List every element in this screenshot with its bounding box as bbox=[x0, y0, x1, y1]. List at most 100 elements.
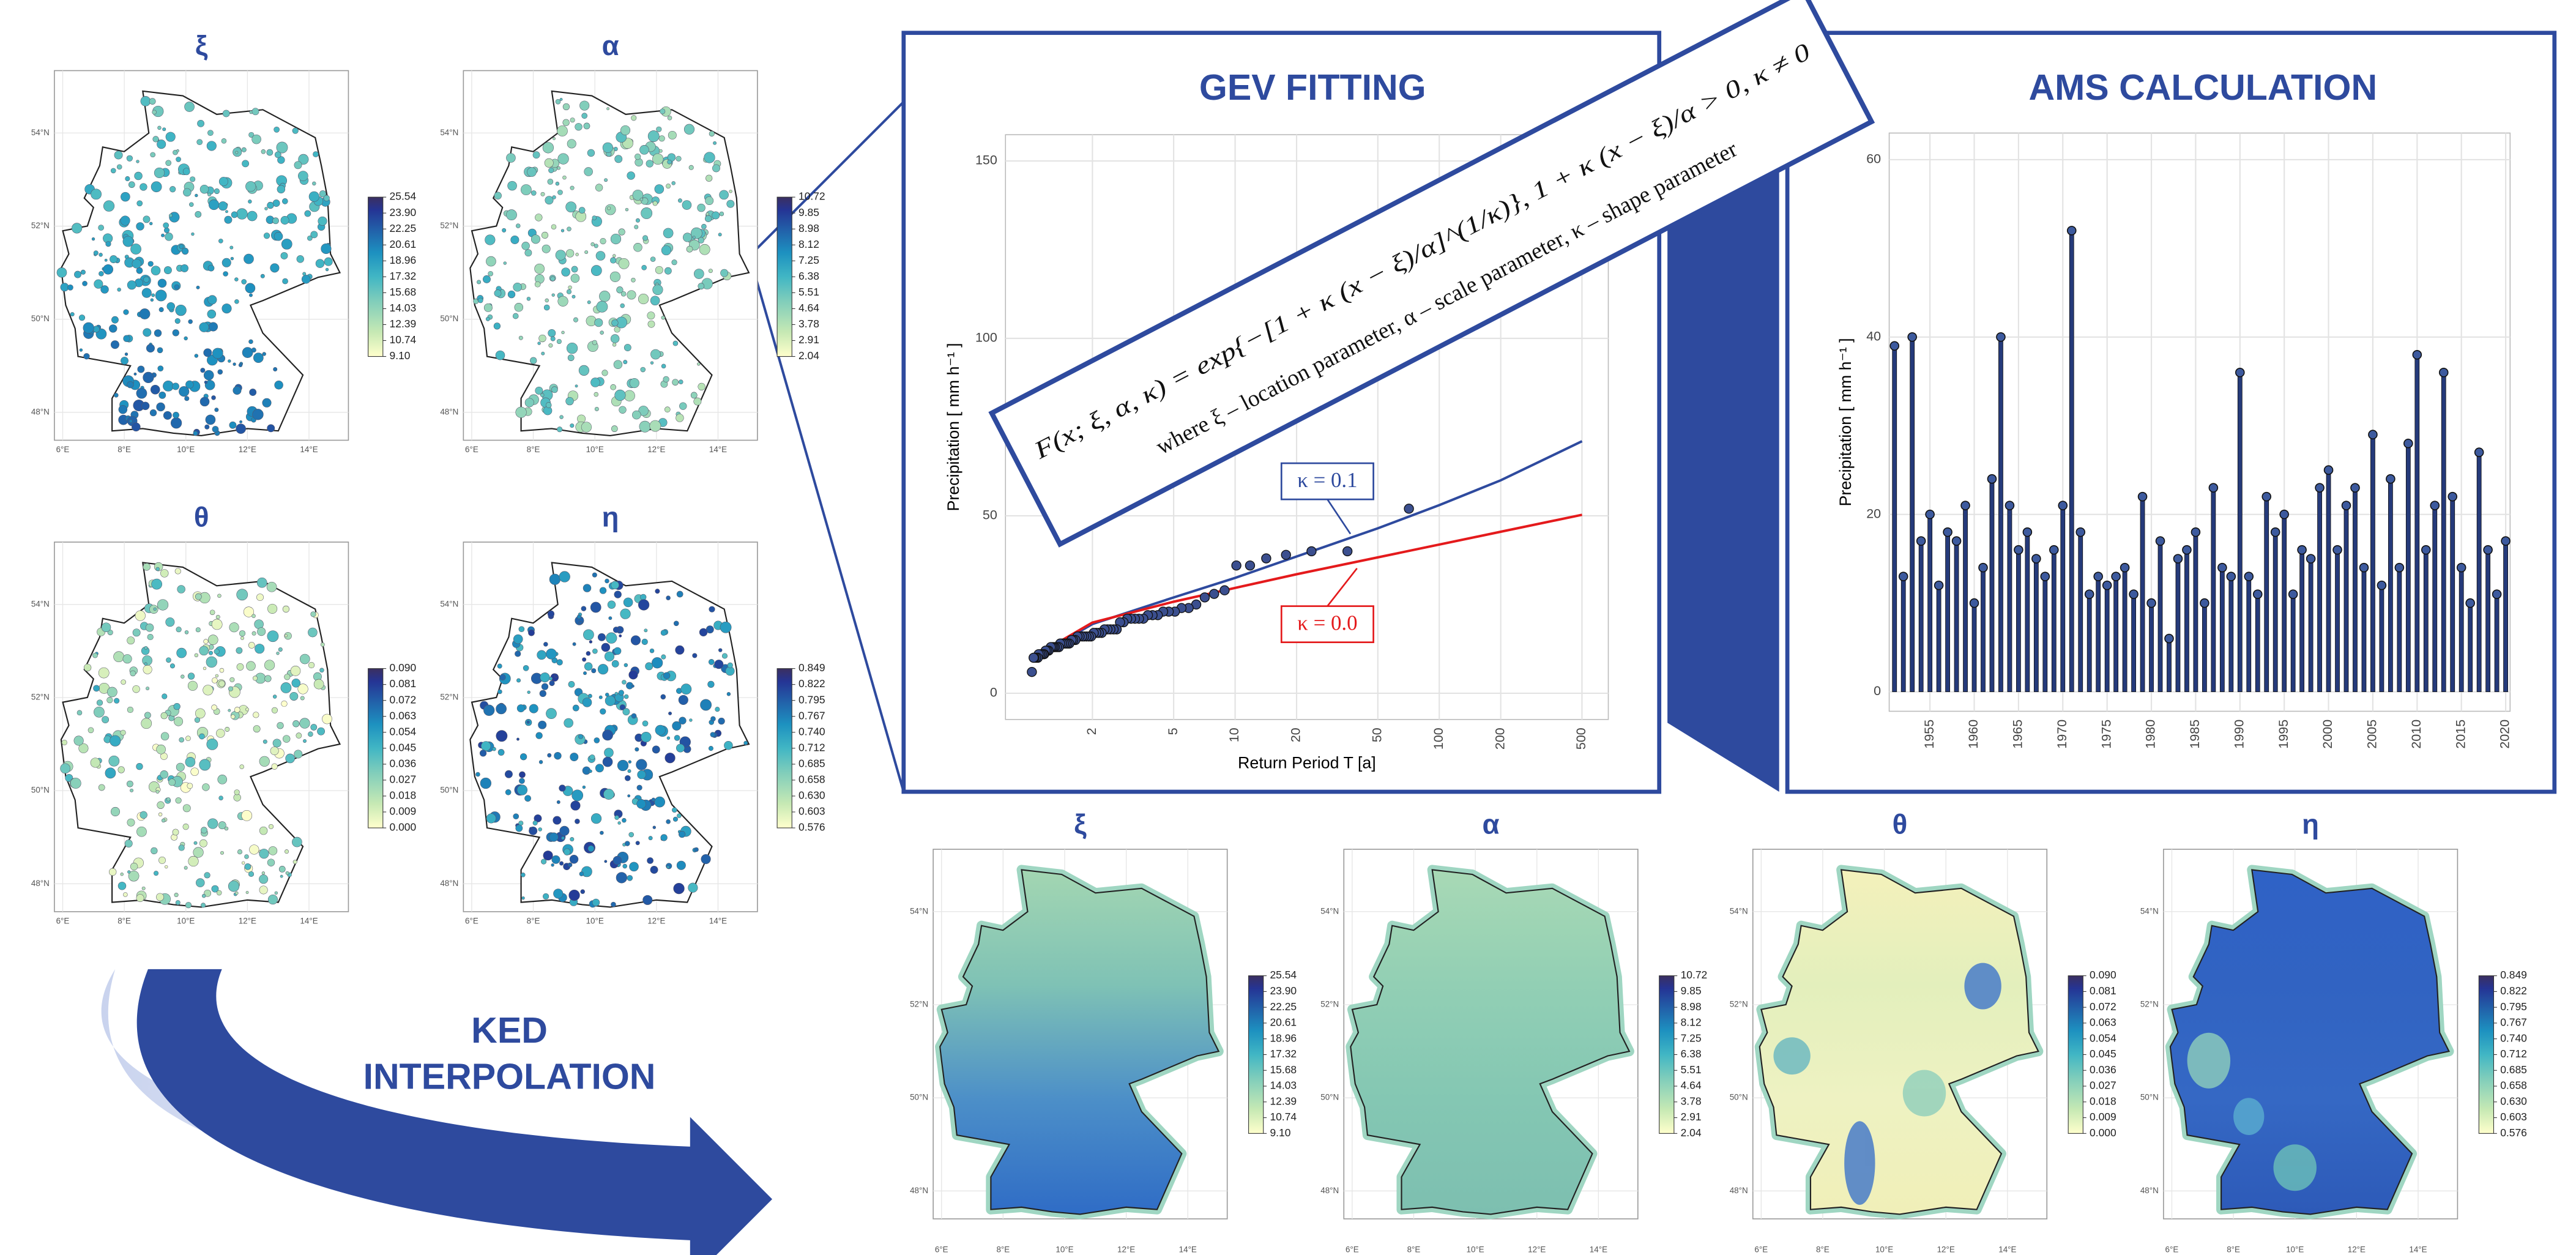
station bbox=[616, 872, 627, 883]
station bbox=[605, 696, 616, 706]
bar-tip bbox=[2386, 475, 2395, 483]
bar-tip bbox=[1970, 599, 1979, 608]
station bbox=[209, 322, 217, 331]
station bbox=[554, 752, 562, 759]
station bbox=[280, 875, 283, 877]
station bbox=[188, 856, 199, 866]
colorbar-label: 0.027 bbox=[390, 773, 417, 786]
station bbox=[270, 747, 278, 754]
station bbox=[636, 759, 647, 770]
station bbox=[701, 854, 711, 864]
station bbox=[515, 303, 523, 311]
station bbox=[236, 424, 246, 434]
station bbox=[600, 831, 603, 835]
station bbox=[661, 245, 671, 255]
station bbox=[605, 579, 609, 583]
lat-label: 52°N bbox=[31, 221, 50, 230]
station bbox=[708, 681, 715, 688]
station bbox=[187, 783, 193, 789]
station bbox=[321, 244, 332, 254]
station bbox=[661, 364, 666, 368]
station bbox=[546, 709, 556, 719]
station bbox=[273, 199, 280, 206]
station bbox=[281, 216, 289, 224]
station bbox=[560, 415, 564, 419]
station bbox=[179, 244, 184, 248]
colorbar bbox=[777, 669, 792, 828]
station bbox=[103, 264, 113, 274]
station bbox=[300, 654, 310, 664]
bar-tip bbox=[2413, 351, 2421, 359]
station bbox=[152, 294, 155, 297]
station bbox=[121, 216, 130, 226]
station bbox=[494, 192, 502, 199]
colorbar-label: 5.51 bbox=[1681, 1063, 1702, 1076]
observation bbox=[1220, 586, 1229, 595]
station bbox=[94, 251, 99, 256]
station bbox=[533, 152, 540, 158]
lon-label: 10°E bbox=[586, 445, 604, 454]
colorbar-label: 0.685 bbox=[798, 757, 825, 769]
bar bbox=[2061, 505, 2065, 691]
station bbox=[102, 623, 111, 632]
colorbar-label: 10.72 bbox=[798, 190, 825, 203]
station bbox=[633, 243, 642, 251]
colorbar-label: 0.090 bbox=[390, 661, 417, 674]
station bbox=[314, 679, 324, 689]
station bbox=[203, 667, 206, 670]
station bbox=[600, 238, 606, 244]
station bbox=[220, 851, 223, 854]
station bbox=[229, 622, 239, 632]
station bbox=[548, 179, 553, 184]
station bbox=[218, 239, 223, 243]
station bbox=[157, 126, 161, 130]
bar bbox=[1937, 586, 1941, 692]
x-tick-label: 1970 bbox=[2055, 720, 2069, 749]
station bbox=[253, 725, 260, 732]
station bbox=[184, 866, 187, 870]
colorbar-label: 0.712 bbox=[798, 741, 825, 753]
colorbar-label: 14.03 bbox=[1270, 1079, 1297, 1092]
station bbox=[699, 244, 710, 255]
station bbox=[624, 695, 628, 699]
station bbox=[558, 154, 569, 165]
station bbox=[296, 733, 302, 739]
station bbox=[250, 845, 259, 855]
station bbox=[265, 676, 272, 682]
station bbox=[519, 336, 523, 340]
station bbox=[577, 615, 581, 619]
x-tick-label: 1980 bbox=[2143, 720, 2158, 749]
station bbox=[99, 784, 105, 791]
station bbox=[562, 331, 565, 334]
x-tick-label: 2005 bbox=[2365, 720, 2380, 749]
station bbox=[151, 266, 160, 275]
station bbox=[111, 807, 119, 816]
x-tick-label: 1975 bbox=[2099, 720, 2113, 749]
station bbox=[259, 886, 267, 894]
station bbox=[239, 630, 245, 636]
station bbox=[689, 718, 692, 721]
bar bbox=[2353, 488, 2357, 691]
station bbox=[587, 149, 595, 157]
bar-tip bbox=[2005, 501, 2014, 510]
bar bbox=[2229, 576, 2233, 691]
station bbox=[228, 360, 231, 363]
station bbox=[551, 337, 556, 341]
station bbox=[133, 629, 140, 636]
station bbox=[642, 236, 648, 241]
colorbar bbox=[777, 197, 792, 356]
colorbar-label: 0.000 bbox=[390, 821, 417, 833]
station bbox=[701, 224, 706, 229]
station bbox=[635, 747, 639, 751]
colorbar-label: 0.018 bbox=[390, 789, 417, 802]
station bbox=[309, 192, 319, 202]
station bbox=[525, 250, 532, 256]
station bbox=[272, 764, 278, 770]
station bbox=[188, 681, 198, 691]
station bbox=[712, 165, 720, 172]
bar bbox=[2415, 355, 2419, 692]
station bbox=[247, 211, 257, 221]
station bbox=[548, 168, 554, 173]
station bbox=[602, 730, 612, 740]
station bbox=[558, 296, 568, 307]
